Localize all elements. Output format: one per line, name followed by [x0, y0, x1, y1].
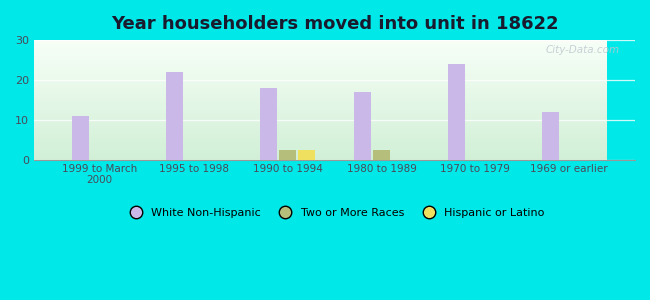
- Bar: [73, 116, 90, 160]
- Bar: [298, 150, 315, 160]
- Bar: [373, 150, 390, 160]
- Bar: [542, 112, 559, 160]
- Text: City-Data.com: City-Data.com: [546, 45, 620, 55]
- Bar: [260, 88, 277, 160]
- Title: Year householders moved into unit in 18622: Year householders moved into unit in 186…: [111, 15, 558, 33]
- Bar: [354, 92, 371, 160]
- Bar: [166, 72, 183, 160]
- Bar: [448, 64, 465, 160]
- Bar: [279, 150, 296, 160]
- Legend: White Non-Hispanic, Two or More Races, Hispanic or Latino: White Non-Hispanic, Two or More Races, H…: [120, 203, 549, 222]
